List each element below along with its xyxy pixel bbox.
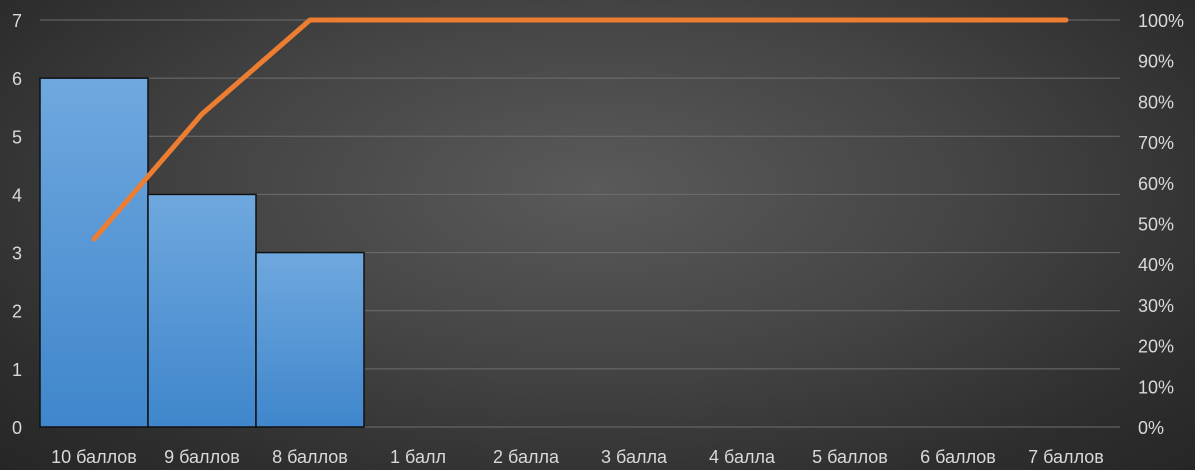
x-axis-tick-label: 7 баллов bbox=[1028, 447, 1104, 467]
x-axis-tick-label: 1 балл bbox=[390, 447, 446, 467]
right-axis-tick-label: 40% bbox=[1138, 255, 1174, 275]
right-axis-tick-label: 0% bbox=[1138, 418, 1164, 438]
x-axis-tick-label: 4 балла bbox=[709, 447, 776, 467]
left-axis-tick-label: 0 bbox=[12, 418, 22, 438]
right-axis-tick-label: 70% bbox=[1138, 133, 1174, 153]
bar bbox=[255, 251, 365, 428]
left-axis-tick-label: 3 bbox=[12, 244, 22, 264]
left-axis-tick-label: 4 bbox=[12, 185, 22, 205]
bars bbox=[39, 77, 365, 428]
right-axis-tick-label: 90% bbox=[1138, 52, 1174, 72]
bar bbox=[147, 193, 257, 428]
left-axis-tick-label: 1 bbox=[12, 360, 22, 380]
x-axis-tick-label: 10 баллов bbox=[51, 447, 137, 467]
x-axis-tick-label: 6 баллов bbox=[920, 447, 996, 467]
x-axis-tick-label: 3 балла bbox=[601, 447, 668, 467]
left-axis-tick-label: 5 bbox=[12, 127, 22, 147]
cumulative-series-line bbox=[91, 17, 1069, 242]
x-axis-tick-label: 8 баллов bbox=[272, 447, 348, 467]
right-axis-ticks: 0% 10% 20% 30% 40% 50% 60% 70% 80% 90% 100% bbox=[1138, 11, 1184, 438]
right-axis-tick-label: 80% bbox=[1138, 92, 1174, 112]
x-axis-ticks: 10 баллов 9 баллов 8 баллов 1 балл 2 балла 3 … bbox=[51, 447, 1104, 467]
right-axis-tick-label: 10% bbox=[1138, 377, 1174, 397]
right-axis-tick-label: 50% bbox=[1138, 215, 1174, 235]
left-axis-ticks: 0 1 2 3 4 5 6 7 bbox=[12, 11, 22, 438]
bar bbox=[39, 77, 149, 428]
right-axis-tick-label: 30% bbox=[1138, 296, 1174, 316]
left-axis-tick-label: 2 bbox=[12, 302, 22, 322]
x-axis-tick-label: 5 баллов bbox=[812, 447, 888, 467]
right-axis-tick-label: 20% bbox=[1138, 337, 1174, 357]
x-axis-tick-label: 9 баллов bbox=[164, 447, 240, 467]
right-axis-tick-label: 60% bbox=[1138, 174, 1174, 194]
cumulative-line bbox=[91, 17, 1069, 242]
left-axis-tick-label: 7 bbox=[12, 11, 22, 31]
right-axis-tick-label: 100% bbox=[1138, 11, 1184, 31]
x-axis-tick-label: 2 балла bbox=[493, 447, 560, 467]
left-axis-tick-label: 6 bbox=[12, 69, 22, 89]
